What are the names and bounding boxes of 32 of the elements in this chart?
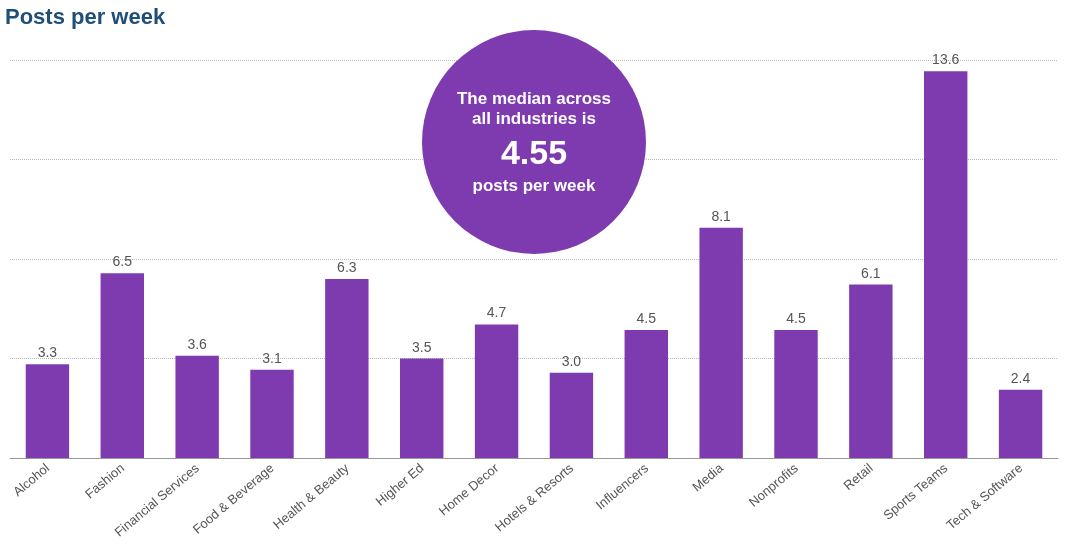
data-label: 2.4 [1010, 369, 1031, 386]
annotation: 4.55 [500, 132, 568, 172]
bar [549, 372, 594, 458]
bar [699, 227, 743, 458]
data-label: 6.5 [112, 253, 133, 270]
bar [325, 278, 369, 458]
chart-title: Posts per week [5, 3, 166, 29]
bar [624, 330, 668, 458]
annotation: The median across all industries is [456, 88, 612, 129]
bar [849, 284, 893, 458]
annotation: posts per week [472, 175, 596, 196]
bar [924, 71, 968, 458]
bar [400, 358, 444, 458]
bar [774, 330, 818, 458]
data-label: 3.1 [262, 349, 282, 366]
bar [175, 355, 219, 458]
bar [100, 273, 144, 458]
data-label: 3.5 [411, 338, 432, 355]
data-label: 13.6 [932, 51, 960, 68]
data-label: 8.1 [711, 207, 732, 224]
bar [25, 364, 70, 458]
data-label: 4.5 [636, 310, 657, 327]
bar [998, 389, 1043, 458]
bar [474, 324, 519, 458]
bar [250, 369, 294, 458]
data-label: 4.5 [786, 310, 806, 327]
data-label: 6.1 [861, 264, 881, 281]
data-label: 4.7 [486, 304, 507, 321]
data-label: 3.3 [37, 344, 58, 361]
data-label: 6.3 [337, 258, 357, 275]
data-label: 3.0 [561, 352, 582, 369]
data-label: 3.6 [187, 335, 208, 352]
